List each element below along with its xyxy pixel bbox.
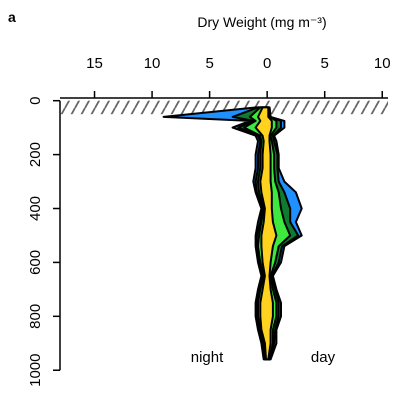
y-tick-label: 200 (27, 142, 44, 167)
y-tick-label: 1000 (27, 354, 44, 387)
y-tick-label: 600 (27, 250, 44, 275)
x-tick-label: 15 (86, 55, 103, 72)
x-axis: 15 10 5 0 5 10 (60, 55, 391, 99)
surface-hatch (60, 100, 388, 115)
surface-layer (60, 100, 388, 115)
series-area-4 (254, 106, 278, 361)
x-tick-label: 10 (374, 55, 391, 72)
y-tick-label: 0 (27, 97, 44, 105)
x-tick-label: 5 (205, 55, 213, 72)
y-tick-label: 800 (27, 304, 44, 329)
night-annotation: night (191, 349, 224, 366)
x-tick-label: 0 (263, 55, 271, 72)
y-axis: 0 200 400 600 800 1000 (27, 97, 61, 387)
x-tick-label: 10 (144, 55, 161, 72)
day-annotation: day (311, 349, 336, 366)
series-layer (162, 106, 303, 361)
panel-label: a (8, 9, 16, 25)
x-tick-label: 5 (321, 55, 329, 72)
x-axis-title: Dry Weight (mg m⁻³) (197, 14, 326, 30)
y-tick-label: 400 (27, 196, 44, 221)
